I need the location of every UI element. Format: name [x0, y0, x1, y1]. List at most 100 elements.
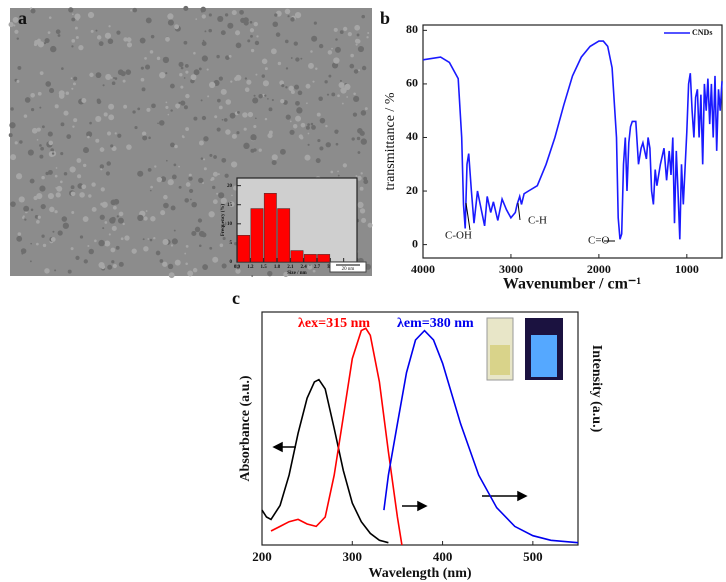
tem-particle: [316, 112, 321, 117]
tem-particle: [359, 186, 364, 191]
series-line: [270, 327, 403, 546]
tem-particle: [101, 201, 108, 208]
tem-particle: [114, 132, 117, 135]
tem-particle: [356, 136, 361, 141]
tem-particle: [102, 227, 105, 230]
arrow-head: [517, 490, 528, 502]
tem-image: [8, 5, 373, 279]
tem-particle: [74, 13, 81, 20]
tem-particle: [70, 247, 74, 251]
tem-particle: [54, 210, 58, 214]
tem-particle: [231, 194, 233, 197]
tem-particle: [364, 263, 372, 270]
tem-particle: [123, 104, 128, 109]
tem-particle: [307, 132, 310, 135]
tem-particle: [183, 40, 188, 45]
tem-particle: [231, 133, 237, 139]
tem-particle: [176, 106, 179, 109]
tem-particle: [356, 33, 360, 37]
tem-particle: [104, 32, 112, 39]
tem-particle: [294, 11, 302, 19]
tem-particle: [356, 175, 362, 181]
tem-particle: [217, 15, 224, 22]
tem-particle: [289, 129, 295, 135]
tem-particle: [194, 226, 201, 233]
tem-particle: [70, 185, 75, 190]
tem-particle: [337, 170, 339, 173]
tem-particle: [48, 16, 52, 19]
tem-particle: [150, 185, 153, 189]
tem-particle: [308, 62, 314, 69]
tem-particle: [10, 154, 17, 161]
tem-particle: [130, 9, 133, 12]
tem-particle: [14, 141, 18, 145]
tem-particle: [319, 117, 326, 124]
tem-particle: [299, 135, 304, 140]
tem-particle: [163, 202, 169, 209]
tem-particle: [91, 206, 97, 212]
tem-particle: [178, 101, 181, 104]
tem-particle: [271, 154, 278, 161]
tem-particle: [9, 122, 16, 129]
tem-particle: [187, 270, 194, 277]
tem-particle: [171, 238, 178, 245]
tem-particle: [331, 62, 339, 69]
tem-particle: [82, 147, 90, 154]
tem-particle: [367, 31, 370, 34]
tem-particle: [159, 259, 164, 263]
y-tick-label: 5: [230, 241, 233, 246]
tem-particle: [354, 24, 361, 31]
tem-particle: [96, 35, 102, 40]
tem-particle: [222, 236, 226, 240]
tem-particle: [341, 102, 344, 105]
tem-particle: [149, 50, 154, 54]
tem-particle: [18, 196, 25, 203]
histogram-bar: [290, 250, 304, 263]
tem-particle: [104, 240, 111, 247]
tem-particle: [193, 116, 198, 121]
tem-particle: [292, 124, 298, 129]
tem-particle: [40, 203, 46, 210]
tem-particle: [167, 13, 174, 20]
tem-particle: [200, 157, 204, 160]
tem-particle: [50, 148, 54, 152]
tem-particle: [170, 244, 174, 247]
tem-particle: [235, 264, 238, 267]
tem-particle: [180, 100, 186, 106]
tem-particle: [358, 69, 361, 72]
tem-particle: [225, 55, 230, 60]
tem-particle: [261, 74, 265, 78]
tem-particle: [361, 14, 366, 19]
tem-particle: [218, 192, 225, 199]
x-axis-label: Wavelength (nm): [368, 566, 471, 581]
tem-particle: [236, 266, 240, 270]
tem-particle: [50, 45, 57, 53]
tem-particle: [326, 93, 330, 96]
tem-particle: [42, 243, 47, 248]
tem-particle: [255, 117, 257, 120]
tem-particle: [89, 121, 92, 125]
tem-particle: [63, 171, 68, 176]
tem-particle: [82, 163, 87, 168]
tem-particle: [344, 83, 351, 91]
tem-particle: [198, 140, 204, 146]
tem-particle: [325, 142, 331, 148]
tem-particle: [208, 13, 212, 17]
tem-particle: [281, 84, 285, 88]
tem-particle: [342, 163, 348, 168]
tem-particle: [36, 242, 39, 246]
tem-particle: [254, 40, 260, 46]
x-tick-label: 3000: [499, 262, 523, 276]
tem-particle: [147, 238, 150, 240]
tem-particle: [81, 97, 87, 103]
histogram-bar: [303, 254, 317, 263]
tem-particle: [168, 272, 175, 279]
tem-particle: [207, 95, 210, 98]
tem-particle: [62, 222, 70, 229]
tem-particle: [272, 21, 279, 28]
tem-particle: [55, 29, 61, 35]
tem-particle: [284, 39, 289, 44]
tem-particle: [71, 211, 75, 214]
tem-particle: [10, 107, 14, 111]
tem-particle: [306, 102, 308, 105]
